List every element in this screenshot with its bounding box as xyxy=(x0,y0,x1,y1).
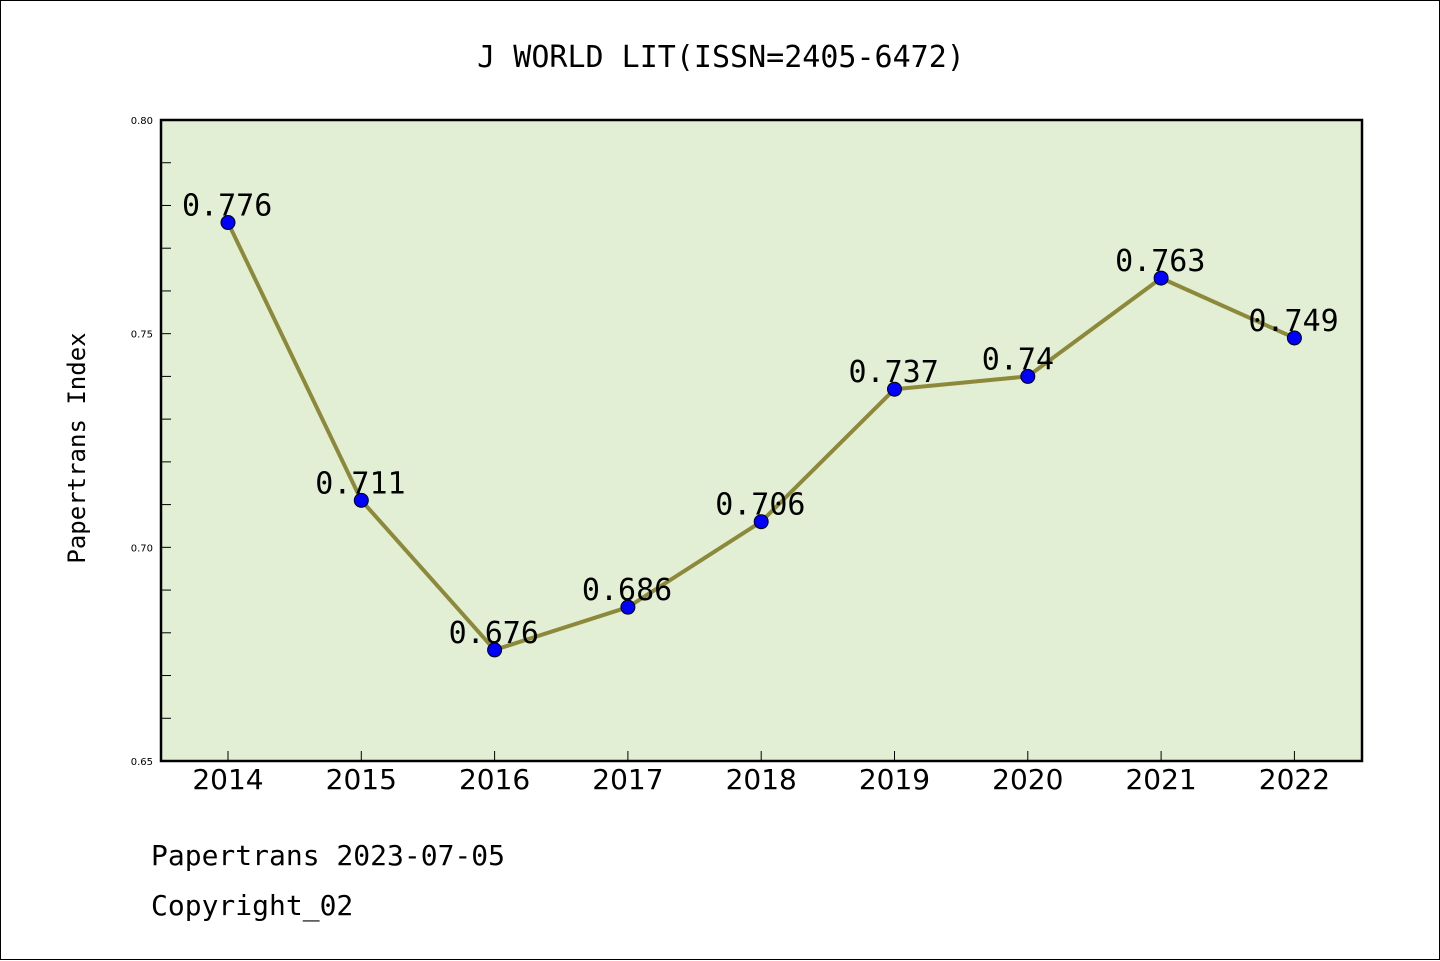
x-tick-label: 2020 xyxy=(992,763,1063,796)
y-tick-label: 0.80 xyxy=(131,116,153,127)
data-label: 0.686 xyxy=(582,573,672,608)
x-tick-label: 2018 xyxy=(726,763,797,796)
data-label: 0.737 xyxy=(849,355,939,390)
plot-area xyxy=(161,120,1362,761)
data-point xyxy=(220,215,236,231)
data-label: 0.706 xyxy=(715,488,805,523)
data-point xyxy=(620,599,636,615)
x-tick-label: 2014 xyxy=(192,763,263,796)
data-label: 0.776 xyxy=(182,189,272,224)
data-point xyxy=(487,642,503,658)
data-point xyxy=(1286,330,1302,346)
y-axis: 0.65 0.70 0.75 0.80 xyxy=(131,116,171,768)
data-label: 0.676 xyxy=(449,616,539,651)
y-tick-label: 0.75 xyxy=(131,330,153,341)
data-labels: 0.776 0.711 0.676 0.686 0.706 0.737 0.74 0.763 0… xyxy=(182,189,1339,651)
data-label: 0.74 xyxy=(982,342,1054,377)
y-tick-label: 0.65 xyxy=(131,757,153,768)
footer-date: Papertrans 2023-07-05 xyxy=(151,839,505,872)
data-point xyxy=(753,514,769,530)
y-axis-label: Papertrans Index xyxy=(63,332,91,563)
x-tick-label: 2017 xyxy=(592,763,663,796)
data-point xyxy=(1153,270,1169,286)
data-point xyxy=(887,381,902,397)
data-point xyxy=(1020,368,1036,384)
data-point xyxy=(353,492,369,508)
data-label: 0.763 xyxy=(1115,244,1205,279)
x-tick-label: 2022 xyxy=(1259,763,1330,796)
x-axis: 2014 2015 2016 2017 2018 2019 2020 2021 2022 xyxy=(192,751,1330,796)
x-tick-label: 2016 xyxy=(459,763,530,796)
series-markers xyxy=(220,215,1302,658)
data-label: 0.711 xyxy=(315,466,405,501)
chart-title: J WORLD LIT(ISSN=2405-6472) xyxy=(477,40,965,75)
y-tick-label: 0.70 xyxy=(131,543,153,554)
x-tick-label: 2019 xyxy=(859,763,930,796)
data-label: 0.749 xyxy=(1248,304,1338,339)
plot-border xyxy=(159,118,1364,763)
x-tick-label: 2015 xyxy=(326,763,397,796)
x-tick-label: 2021 xyxy=(1125,763,1196,796)
footer-copyright: Copyright_02 xyxy=(151,889,353,923)
